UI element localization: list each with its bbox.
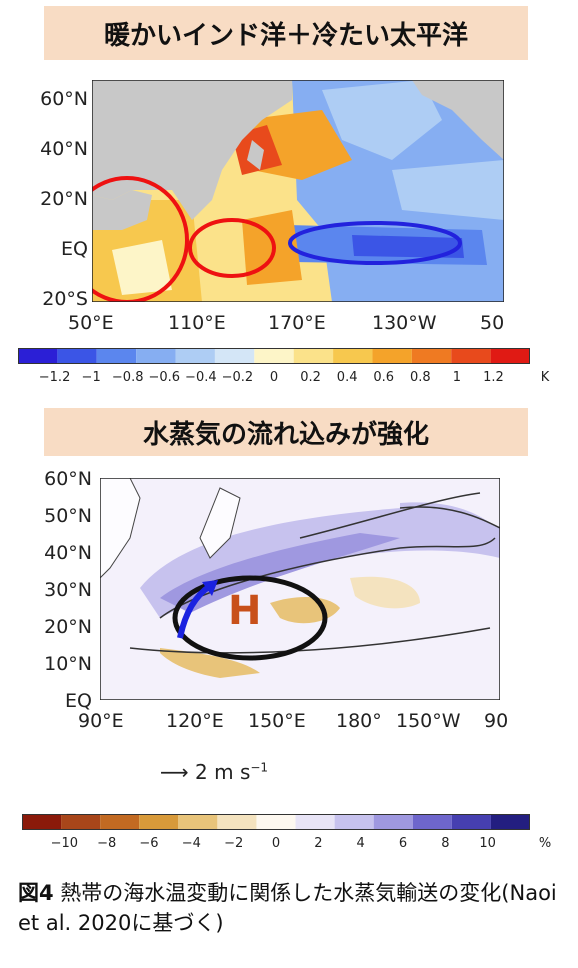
sst-colorbar-swatch [372,348,412,364]
p1-ytick-20s: 20°S [42,288,88,310]
sst-colorbar-swatch [451,348,491,364]
p1-ytick-20n: 20°N [40,188,88,210]
figure-label: 図4 [18,881,54,905]
sst-colorbar-swatch [175,348,215,364]
sst-colorbar-tick-label: 1.2 [483,370,504,385]
p1-ytick-40n: 40°N [40,138,88,160]
sst-colorbar-swatch [96,348,137,364]
p2-ytick-50n: 50°N [44,505,92,527]
sst-anomaly-map [92,80,504,302]
sst-colorbar-unit: K [540,370,550,385]
sst-colorbar [18,348,530,364]
sst-colorbar-swatch [411,348,452,364]
sst-colorbar-tick-label: −1.2 [38,370,71,385]
figure-caption-text: 熱帯の海水温変動に関係した水蒸気輸送の変化(Naoi et al. 2020に基… [18,881,557,935]
sst-colorbar-swatch [57,348,97,364]
p2-ytick-20n: 20°N [44,616,92,638]
sst-colorbar-swatch [490,348,530,364]
moisture-colorbar-tick-label: −8 [97,836,117,851]
moisture-colorbar-swatch [295,814,335,830]
moisture-colorbar-tick-label: −2 [224,836,244,851]
p2-ytick-30n: 30°N [44,579,92,601]
moisture-colorbar-swatch [451,814,491,830]
sst-colorbar-tick-label: −0.6 [148,370,181,385]
p2-xtick-120e: 120°E [166,710,224,732]
p1-xtick-110e: 110°E [168,312,226,334]
sst-colorbar-swatch [136,348,176,364]
moisture-colorbar-swatch [100,814,140,830]
vector-scale-exponent: −1 [250,760,269,775]
moisture-colorbar-swatch [22,814,62,830]
p2-xtick-180: 180° [336,710,382,732]
sst-colorbar-swatch [254,348,294,364]
sst-colorbar-tick-label: 0.4 [336,370,358,385]
sst-colorbar-tick-label: 0.6 [373,370,395,385]
p2-ytick-40n: 40°N [44,542,92,564]
high-pressure-label: H [228,588,262,634]
p2-ytick-10n: 10°N [44,653,92,675]
moisture-colorbar-tick-label: 2 [314,836,323,851]
p1-ytick-60n: 60°N [40,88,88,110]
p1-xtick-130w: 130°W [372,312,437,334]
moisture-colorbar-tick-label: −10 [50,836,79,851]
moisture-colorbar-tick-label: 6 [398,836,408,851]
moisture-colorbar-swatch [490,814,530,830]
moisture-colorbar-tick-label: 0 [271,836,281,851]
moisture-colorbar-tick-label: −6 [139,836,159,851]
p1-xtick-50e: 50°E [68,312,114,334]
p2-xtick-150w: 150°W [396,710,461,732]
p1-xtick-50: 50 [480,312,505,334]
sst-colorbar-tick-label: 1 [452,370,461,385]
p2-ytick-eq: EQ [65,690,92,712]
sst-colorbar-tick-label: −0.2 [221,370,254,385]
moisture-colorbar-swatch [178,814,218,830]
sst-colorbar-tick-label: 0.8 [409,370,431,385]
moisture-colorbar-swatch [139,814,179,830]
moisture-colorbar-tick-label: −4 [181,836,201,851]
moisture-colorbar-swatch [412,814,452,830]
figure-caption: 図4 熱帯の海水温変動に関係した水蒸気輸送の変化(Naoi et al. 202… [18,878,563,938]
panel1-title: 暖かいインド洋＋冷たい太平洋 [44,6,528,60]
moisture-colorbar-unit: % [538,836,552,851]
p2-xtick-90e: 90°E [78,710,124,732]
panel2-title: 水蒸気の流れ込みが強化 [44,408,528,456]
moisture-colorbar-swatch [334,814,374,830]
sst-colorbar-tick-label: 0 [269,370,279,385]
moisture-colorbar [22,814,530,830]
moisture-colorbar-swatch [61,814,101,830]
vector-scale-label: 2 m s [195,760,251,784]
moisture-colorbar-tick-label: 4 [356,836,365,851]
moisture-colorbar-swatch [217,814,257,830]
sst-colorbar-swatch [333,348,373,364]
moisture-colorbar-tick-label: 10 [479,836,496,851]
moisture-colorbar-tick-label: 8 [441,836,450,851]
sst-colorbar-tick-label: −1 [81,370,101,385]
sst-colorbar-tick-label: 0.2 [300,370,321,385]
sst-colorbar-swatch [18,348,58,364]
p2-xtick-150e: 150°E [248,710,306,732]
vector-arrow-icon: ⟶ [160,760,189,784]
sst-colorbar-tick-label: −0.8 [111,370,144,385]
moisture-colorbar-swatch [256,814,296,830]
sst-colorbar-swatch [293,348,334,364]
vector-scale: ⟶ 2 m s−1 [160,760,268,784]
sst-colorbar-swatch [214,348,255,364]
sst-colorbar-tick-label: −0.4 [185,370,217,385]
p2-xtick-90: 90 [484,710,509,732]
p1-xtick-170e: 170°E [268,312,326,334]
p1-ytick-eq: EQ [61,238,88,260]
moisture-flux-map [100,478,500,700]
p2-ytick-60n: 60°N [44,468,92,490]
moisture-colorbar-swatch [373,814,413,830]
